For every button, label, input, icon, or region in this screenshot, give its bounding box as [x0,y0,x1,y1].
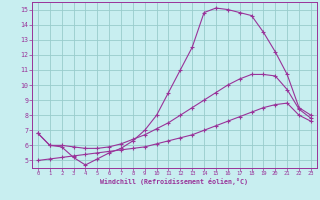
X-axis label: Windchill (Refroidissement éolien,°C): Windchill (Refroidissement éolien,°C) [100,178,248,185]
